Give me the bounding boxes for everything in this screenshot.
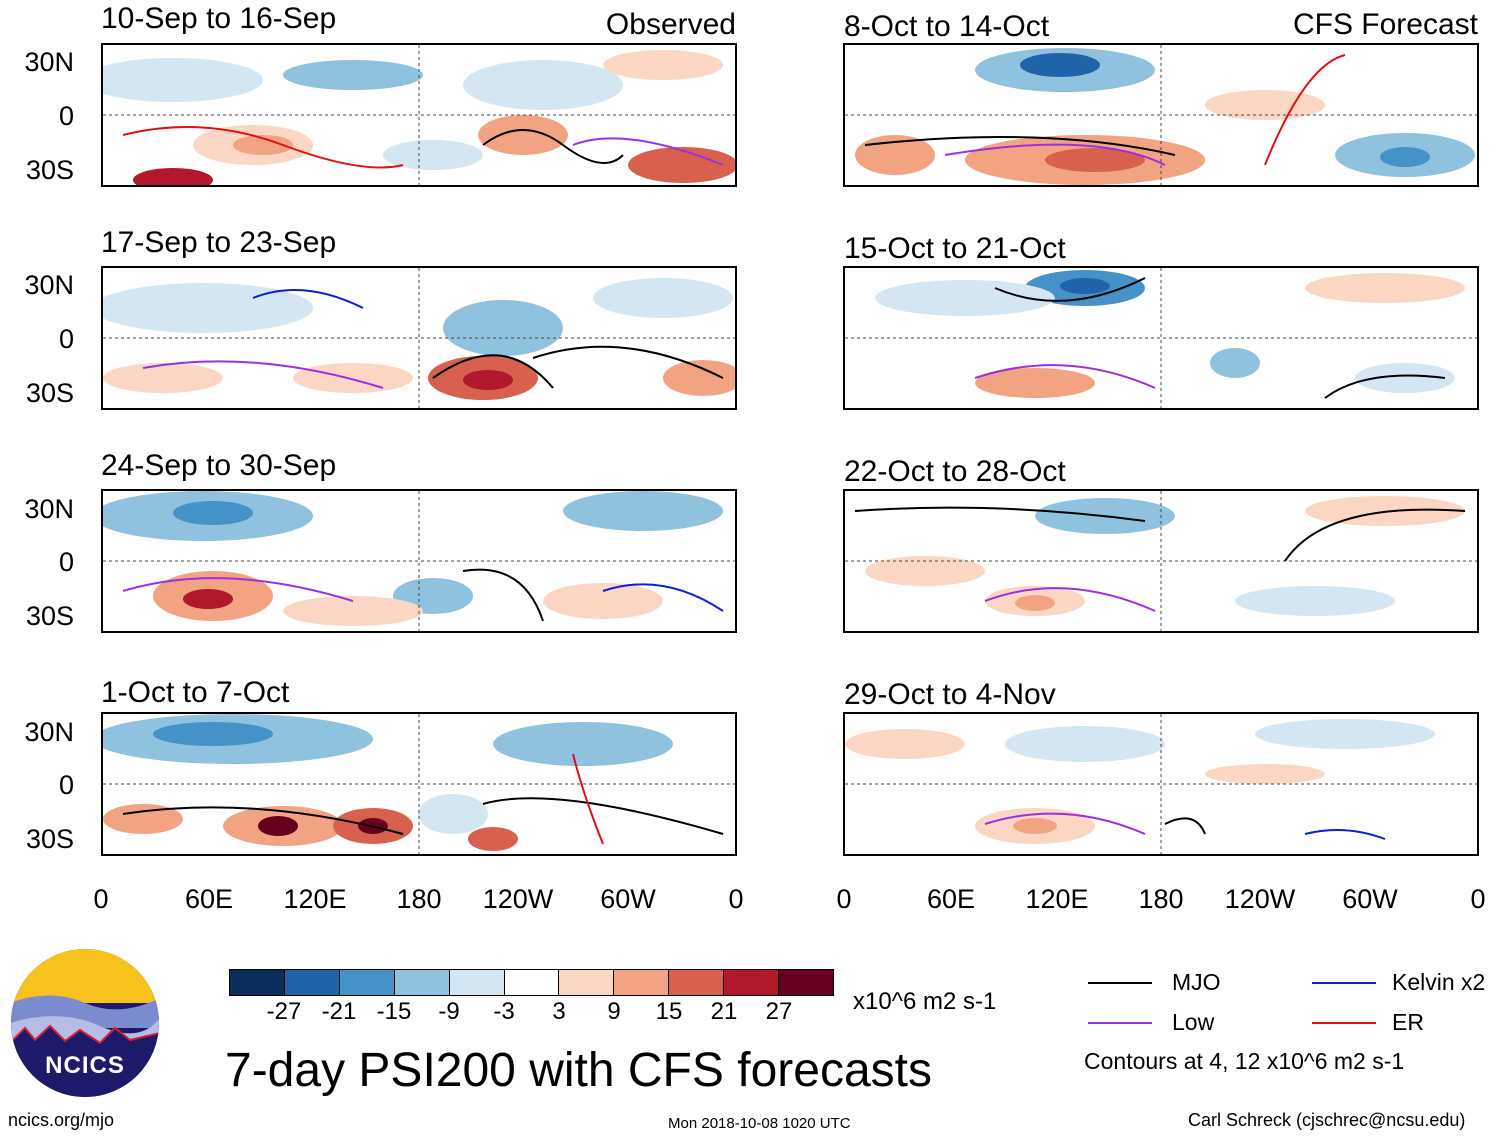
legend-line-kelvin <box>1312 982 1376 984</box>
colorbar-swatch <box>779 970 833 995</box>
ncics-logo: NCICS <box>10 948 160 1098</box>
colorbar-tick-label: 15 <box>655 998 683 1025</box>
colorbar-swatch <box>504 970 560 995</box>
colorbar-swatch <box>394 970 450 995</box>
map-panel-obs-4 <box>101 712 737 856</box>
legend-line-mjo <box>1088 982 1152 984</box>
colorbar-units: x10^6 m2 s-1 <box>853 988 997 1015</box>
panel-title-fc-4: 29-Oct to 4-Nov <box>844 678 1056 711</box>
colorbar-swatch <box>339 970 395 995</box>
legend-label-kelvin: Kelvin x2 <box>1392 969 1486 995</box>
colorbar-swatch <box>449 970 505 995</box>
colorbar-swatch <box>724 970 780 995</box>
footer-author: Carl Schreck (cjschrec@ncsu.edu) <box>1188 1110 1466 1130</box>
panel-title-obs-1: 10-Sep to 16-Sep <box>101 2 337 35</box>
map-panel-fc-2 <box>843 266 1479 410</box>
forecast-label: CFS Forecast <box>1292 8 1478 41</box>
legend-label-mjo: MJO <box>1172 969 1221 995</box>
legend-line-er <box>1312 1022 1376 1024</box>
map-panel-fc-1 <box>843 43 1479 187</box>
colorbar-tick-label: -27 <box>266 998 302 1025</box>
colorbar-tick-label: -15 <box>376 998 412 1025</box>
panel-title-obs-4: 1-Oct to 7-Oct <box>101 676 290 709</box>
colorbar-tick-label: 21 <box>710 998 738 1025</box>
panel-title-obs-3: 24-Sep to 30-Sep <box>101 449 337 482</box>
colorbar-swatch <box>559 970 615 995</box>
panel-title-fc-2: 15-Oct to 21-Oct <box>844 232 1066 265</box>
map-panel-obs-2 <box>101 266 737 410</box>
map-panel-obs-3 <box>101 489 737 633</box>
colorbar-swatch <box>284 970 340 995</box>
contour-note: Contours at 4, 12 x10^6 m2 s-1 <box>1084 1048 1405 1074</box>
panel-title-fc-3: 22-Oct to 28-Oct <box>844 455 1066 488</box>
map-panel-obs-1 <box>101 43 737 187</box>
observed-label: Observed <box>605 8 736 41</box>
colorbar-swatch <box>614 970 670 995</box>
legend-line-low <box>1088 1022 1152 1024</box>
colorbar <box>229 969 834 996</box>
panel-title-obs-2: 17-Sep to 23-Sep <box>101 226 337 259</box>
footer-url: ncics.org/mjo <box>8 1110 115 1130</box>
map-panel-fc-3 <box>843 489 1479 633</box>
colorbar-tick-label: 3 <box>552 998 566 1025</box>
main-title: 7-day PSI200 with CFS forecasts <box>225 1044 932 1097</box>
legend-label-low: Low <box>1172 1009 1215 1035</box>
colorbar-tick-label: -21 <box>321 998 357 1025</box>
colorbar-swatch <box>669 970 725 995</box>
colorbar-tick-label: -3 <box>493 998 515 1025</box>
colorbar-tick-label: -9 <box>438 998 460 1025</box>
panel-title-fc-1: 8-Oct to 14-Oct <box>844 10 1050 43</box>
colorbar-tick-label: 27 <box>765 998 793 1025</box>
logo-text: NCICS <box>45 1052 125 1079</box>
map-panel-fc-4 <box>843 712 1479 856</box>
legend-label-er: ER <box>1392 1009 1424 1035</box>
colorbar-swatch <box>230 970 285 995</box>
colorbar-tick-label: 9 <box>607 998 621 1025</box>
footer-timestamp: Mon 2018-10-08 1020 UTC <box>668 1115 851 1132</box>
